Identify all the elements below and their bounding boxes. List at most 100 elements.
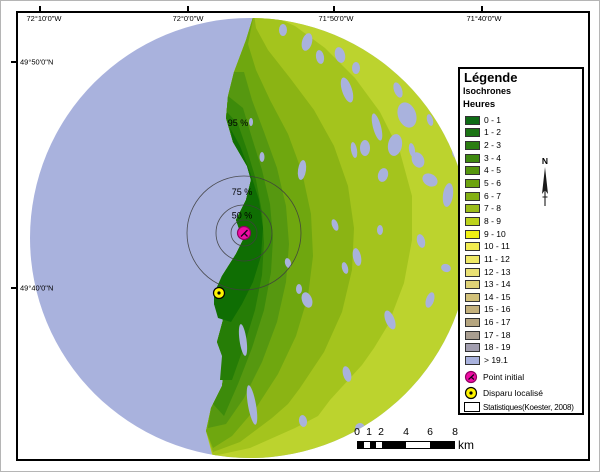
- legend-class-label: 12 - 13: [484, 266, 511, 277]
- lakes: [230, 24, 460, 433]
- legend-class-label: 14 - 15: [484, 291, 511, 302]
- legend-class-row: 15 - 16: [465, 304, 510, 317]
- legend-class-label: 13 - 14: [484, 279, 511, 290]
- legend-class-row: 12 - 13: [465, 266, 510, 279]
- legend-point-initial-label: Point initial: [483, 372, 525, 382]
- legend-class-swatch: [465, 115, 480, 125]
- legend-class-swatch: [465, 153, 480, 163]
- legend-class-row: 4 - 5: [465, 165, 510, 178]
- legend-subtitle: Isochrones: [463, 86, 512, 96]
- legend-class-label: 8 - 9: [484, 215, 502, 226]
- legend-class-label: 5 - 6: [484, 178, 502, 189]
- graticule-tick: [11, 287, 16, 289]
- legend-class-swatch: [465, 343, 480, 353]
- legend-point-initial: Point initial: [464, 370, 524, 384]
- graticule-tick: [187, 6, 189, 11]
- legend-class-label: 3 - 4: [484, 152, 502, 163]
- legend-class-label: 11 - 12: [484, 253, 510, 264]
- legend-class-label: 17 - 18: [484, 329, 511, 340]
- legend-class-swatch: [465, 292, 480, 302]
- legend-source-swatch: [464, 402, 480, 412]
- probability-rings: [186, 175, 302, 291]
- legend-class-row: 6 - 7: [465, 190, 510, 203]
- scalebar: [357, 441, 455, 449]
- legend-disparu: Disparu localisé: [464, 386, 543, 400]
- legend-class-swatch: [465, 128, 480, 138]
- legend-class-swatch: [465, 166, 480, 176]
- legend-class-row: 3 - 4: [465, 152, 510, 165]
- found-person-icon: [464, 386, 478, 400]
- legend-class-swatch: [465, 355, 480, 365]
- label-50pct: 50 %: [232, 211, 253, 221]
- scalebar-tick-label: 1: [366, 426, 372, 438]
- legend-class-row: 17 - 18: [465, 329, 510, 342]
- ring-50pct: [215, 204, 273, 262]
- scalebar-tick-label: 6: [427, 426, 433, 438]
- legend-unit: Heures: [463, 99, 496, 110]
- longitude-label: 71°40'0"W: [466, 14, 502, 23]
- legend-class-row: 16 - 17: [465, 316, 510, 329]
- longitude-label: 71°50'0"W: [318, 14, 354, 23]
- legend-class-row: 11 - 12: [465, 253, 510, 266]
- legend-class-swatch: [465, 242, 480, 252]
- label-75pct: 75 %: [232, 187, 253, 197]
- legend-class-swatch: [465, 191, 480, 201]
- legend-class-swatch: [465, 254, 480, 264]
- legend-class-row: 5 - 6: [465, 177, 510, 190]
- legend-class-swatch: [465, 330, 480, 340]
- legend-class-label: 16 - 17: [484, 317, 511, 328]
- legend-class-row: 18 - 19: [465, 342, 510, 355]
- graticule-tick: [39, 6, 41, 11]
- legend-class-row: 13 - 14: [465, 278, 510, 291]
- ring-inner: [230, 219, 258, 247]
- longitude-label: 72°10'0"W: [26, 14, 62, 23]
- isochrone-bands: [206, 18, 470, 458]
- scalebar-tick-label: 2: [378, 426, 384, 438]
- graticule-tick: [333, 6, 335, 11]
- scalebar-unit: km: [458, 438, 474, 452]
- legend-class-label: 10 - 11: [484, 241, 510, 252]
- legend-class-label: 7 - 8: [484, 203, 502, 214]
- legend-class-swatch: [465, 141, 480, 151]
- ring-75pct: [186, 175, 302, 291]
- latitude-label: 49°40'0"N: [20, 283, 54, 293]
- legend-class-list: 0 - 1 1 - 2 2 - 3 3 - 4 4 - 5 5 - 6 6 - …: [465, 114, 510, 367]
- scalebar-tick-label: 8: [452, 426, 458, 438]
- legend-class-swatch: [465, 267, 480, 277]
- north-arrow: N: [542, 156, 548, 206]
- legend-class-label: 0 - 1: [484, 114, 502, 125]
- graticule-tick: [481, 6, 483, 11]
- legend-class-label: 6 - 7: [484, 190, 502, 201]
- north-arrow-label: N: [542, 156, 548, 166]
- scalebar-tick-label: 0: [354, 426, 360, 438]
- legend-class-swatch: [465, 318, 480, 328]
- legend-source-label: Statistiques(Koester, 2008): [483, 402, 574, 412]
- graticule-tick: [11, 61, 16, 63]
- legend-class-row: 2 - 3: [465, 139, 510, 152]
- legend-class-label: > 19.1: [484, 354, 508, 365]
- scalebar-tick-label: 4: [403, 426, 409, 438]
- legend-class-row: 0 - 1: [465, 114, 510, 127]
- legend-class-label: 9 - 10: [484, 228, 506, 239]
- legend-class-swatch: [465, 280, 480, 290]
- legend-class-swatch: [465, 229, 480, 239]
- legend-class-label: 15 - 16: [484, 304, 511, 315]
- initial-point-icon: [464, 370, 478, 384]
- legend-source: Statistiques(Koester, 2008): [464, 400, 574, 414]
- legend-class-row: 14 - 15: [465, 291, 510, 304]
- legend-class-swatch: [465, 216, 480, 226]
- initial-point-marker: [236, 225, 252, 241]
- legend-class-label: 2 - 3: [484, 140, 502, 151]
- legend-title: Légende: [464, 70, 518, 85]
- legend-class-label: 18 - 19: [484, 342, 511, 353]
- north-arrow-needle: [542, 167, 548, 194]
- legend-class-swatch: [465, 305, 480, 315]
- legend-class-label: 4 - 5: [484, 165, 502, 176]
- latitude-label: 49°50'0"N: [20, 57, 54, 67]
- legend-class-row: 9 - 10: [465, 228, 510, 241]
- found-person-marker: [212, 286, 226, 300]
- legend-class-row: > 19.1: [465, 354, 510, 367]
- legend-class-label: 1 - 2: [484, 127, 502, 138]
